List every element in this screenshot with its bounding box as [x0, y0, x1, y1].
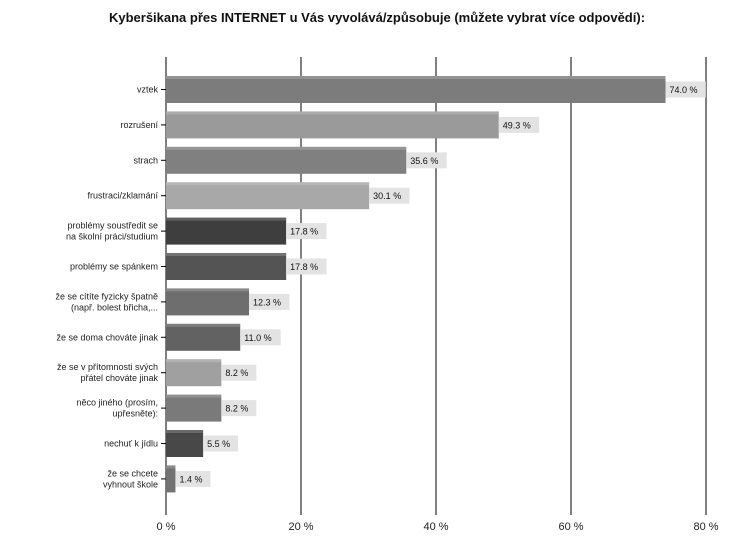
- x-tick-label-0: 0 %: [157, 521, 176, 533]
- bar-5: [166, 253, 287, 280]
- category-label-9-line-1: upřesněte):: [112, 409, 158, 419]
- category-label-6-line-0: že se cítíte fyzicky špatně: [55, 291, 158, 301]
- value-label-bg-6: [249, 293, 290, 310]
- bar-highlight-5: [166, 253, 287, 256]
- bar-highlight-10: [166, 430, 204, 433]
- category-label-3: frustraci/zklamání: [87, 191, 158, 201]
- category-label-7: že se doma chováte jinak: [56, 332, 158, 342]
- bar-9: [166, 394, 222, 422]
- bar-highlight-9: [166, 394, 222, 398]
- bar-highlight-7: [166, 323, 241, 327]
- bar-11: [166, 465, 176, 493]
- value-label-bg-0: [665, 81, 706, 98]
- category-label-1: rozrušení: [120, 120, 158, 130]
- category-label-5: problémy se spánkem: [70, 262, 158, 272]
- bar-highlight-1: [166, 111, 499, 115]
- value-label-5: 17.8 %: [290, 262, 318, 272]
- bar-10: [166, 430, 204, 457]
- category-label-2: strach: [133, 155, 158, 165]
- category-label-8-line-1: přátel chováte jinak: [80, 373, 158, 383]
- bar-highlight-8: [166, 359, 222, 363]
- bar-1: [166, 111, 499, 139]
- value-label-bg-5: [286, 258, 327, 275]
- value-label-3: 30.1 %: [373, 191, 401, 201]
- bar-3: [166, 182, 370, 210]
- bar-0: [166, 76, 666, 103]
- value-label-bg-3: [369, 187, 410, 204]
- category-label-9-line-0: něco jiného (prosím,: [76, 398, 158, 408]
- value-label-9: 8.2 %: [225, 404, 248, 414]
- category-label-6-line-1: (např. bolest břicha,...: [71, 302, 158, 312]
- bar-highlight-0: [166, 76, 666, 79]
- value-label-bg-11: [175, 470, 211, 487]
- x-tick-label-40: 40 %: [423, 521, 448, 533]
- category-label-10: nechuť k jídlu: [104, 439, 158, 449]
- value-label-bg-7: [240, 329, 281, 346]
- value-label-2: 35.6 %: [410, 156, 438, 166]
- value-label-bg-1: [498, 116, 540, 133]
- value-label-11: 1.4 %: [179, 474, 202, 484]
- value-label-bg-2: [406, 152, 447, 169]
- value-label-1: 49.3 %: [503, 120, 531, 130]
- value-label-7: 11.0 %: [244, 333, 271, 343]
- category-label-4-line-0: problémy soustředit se: [67, 221, 158, 231]
- bar-2: [166, 146, 407, 174]
- bar-7: [166, 323, 241, 351]
- bar-highlight-11: [166, 465, 176, 469]
- chart-title: Kyberšikana přes INTERNET u Vás vyvolává…: [108, 10, 646, 25]
- value-label-4: 17.8 %: [290, 227, 318, 237]
- x-tick-label-80: 80 %: [693, 521, 718, 533]
- bar-highlight-4: [166, 217, 287, 221]
- x-tick-label-20: 20 %: [288, 521, 313, 533]
- value-label-bg-4: [286, 223, 327, 240]
- value-label-6: 12.3 %: [253, 297, 281, 307]
- category-label-4-line-1: na školní práci/studium: [66, 232, 158, 242]
- bar-6: [166, 288, 250, 316]
- category-label-8-line-0: že se v přítomnosti svých: [57, 362, 158, 372]
- bar-highlight-6: [166, 288, 250, 292]
- value-label-0: 74.0 %: [670, 85, 698, 95]
- value-label-bg-9: [221, 400, 257, 417]
- category-label-11-line-0: že se chcete: [107, 468, 158, 478]
- bar-8: [166, 359, 222, 387]
- value-label-8: 8.2 %: [225, 368, 248, 378]
- category-label-11-line-1: vyhnout škole: [103, 479, 158, 489]
- value-label-bg-8: [221, 364, 257, 381]
- value-label-10: 5.5 %: [207, 439, 230, 449]
- category-label-0: vztek: [137, 85, 159, 95]
- value-label-bg-10: [203, 435, 239, 452]
- bar-4: [166, 217, 287, 245]
- x-tick-label-60: 60 %: [558, 521, 583, 533]
- bar-highlight-3: [166, 182, 370, 186]
- bar-highlight-2: [166, 146, 407, 150]
